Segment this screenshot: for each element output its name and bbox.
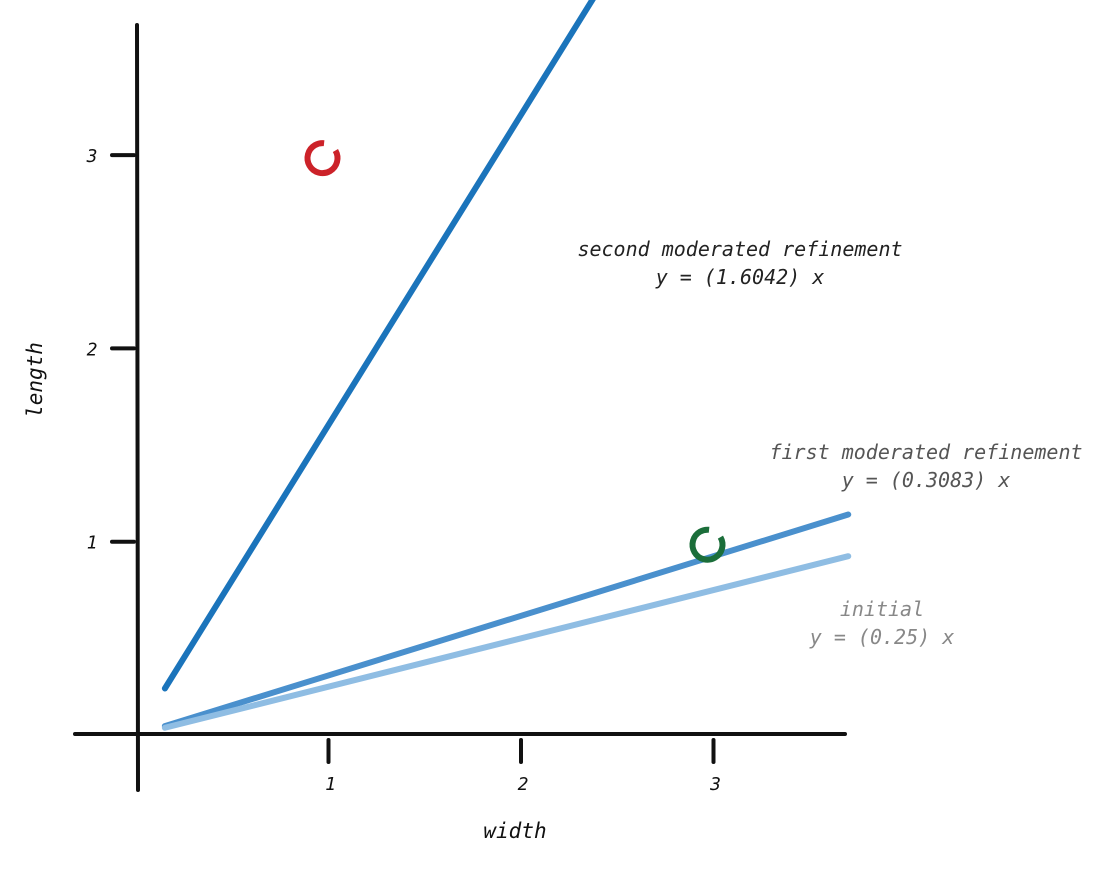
y-tick-label: 2 <box>87 339 98 360</box>
x-tick-label: 3 <box>709 774 721 795</box>
series-label-equation-2: y = (0.25) x <box>809 625 955 649</box>
series-lines <box>161 0 852 731</box>
y-tick-label: 1 <box>87 533 98 554</box>
series-label-title-1: first moderated refinement <box>769 440 1082 464</box>
series-labels: second moderated refinement y = (1.6042) … <box>577 237 1082 649</box>
y-tick-label: 3 <box>86 146 98 167</box>
series-label-equation-1: y = (0.3083) x <box>841 468 1011 492</box>
series-label-title-2: initial <box>840 597 924 621</box>
data-point-1 <box>689 526 726 563</box>
y-axis-line <box>135 23 140 792</box>
x-tick-label: 2 <box>518 774 529 795</box>
series-line-0 <box>161 0 596 692</box>
x-axis-title: width <box>483 819 546 843</box>
y-axis-title: length <box>23 342 47 418</box>
axes: 1 2 3 1 2 3 <box>73 23 847 795</box>
series-line-2 <box>161 553 852 731</box>
series-label-equation-0: y = (1.6042) x <box>655 265 825 289</box>
data-points <box>304 140 726 563</box>
x-tick-label: 1 <box>325 774 336 795</box>
series-label-title-0: second moderated refinement <box>577 237 902 261</box>
series-line-1 <box>161 511 852 730</box>
data-point-0 <box>304 140 341 177</box>
